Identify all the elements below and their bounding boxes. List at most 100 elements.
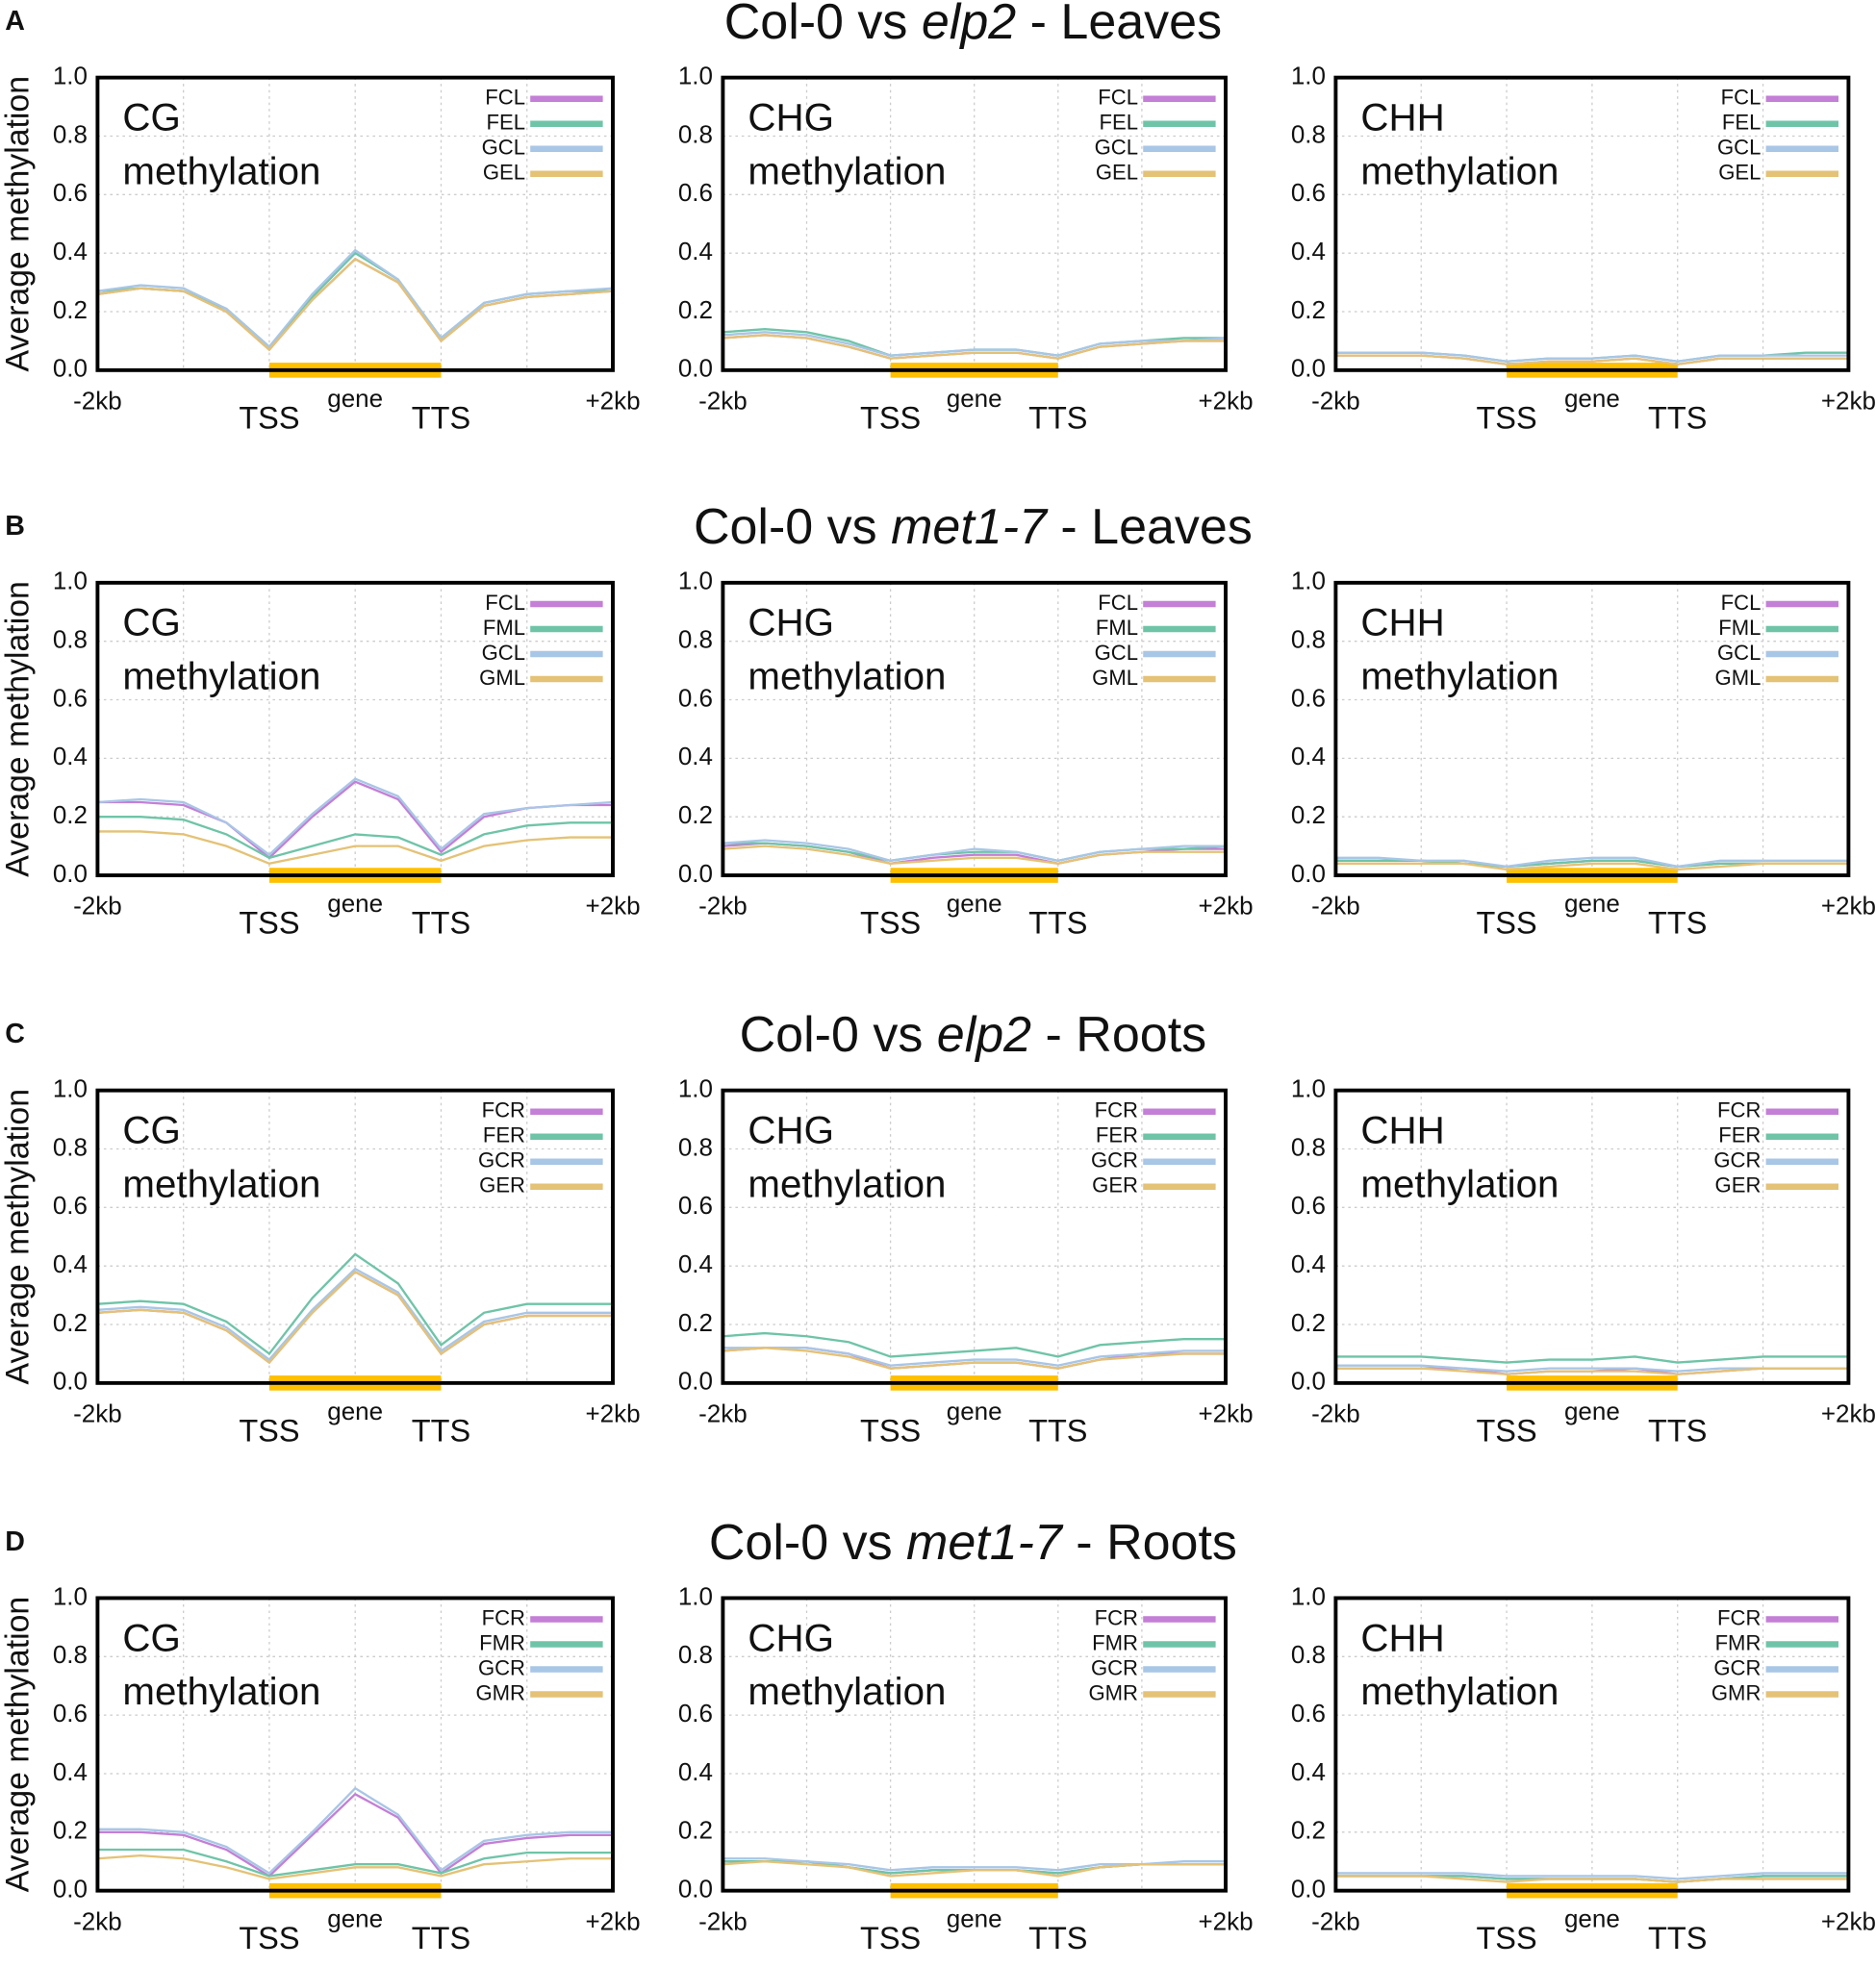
y-tick-label: 0.4 xyxy=(678,742,713,770)
x-tick-label: -2kb xyxy=(73,892,122,920)
panel-annotation: methylation xyxy=(1360,655,1559,698)
legend-label: FCL xyxy=(1098,591,1138,615)
x-tick-label: TTS xyxy=(1028,1413,1087,1448)
legend-label: FER xyxy=(1718,1123,1761,1147)
plot-frame xyxy=(1333,75,1851,372)
title-part: - Roots xyxy=(1031,1007,1206,1063)
title-part: Col-0 vs xyxy=(709,1515,906,1571)
plot-frame xyxy=(95,75,615,372)
series-line xyxy=(1335,1872,1849,1880)
y-tick-label: 0.8 xyxy=(678,625,713,654)
panel-label: A xyxy=(5,6,25,37)
legend-label: FML xyxy=(1718,616,1761,640)
series-line xyxy=(723,845,1226,866)
y-tick-label: 0.4 xyxy=(53,1249,88,1278)
series-line xyxy=(1335,351,1849,363)
x-tick-label: -2kb xyxy=(1311,1400,1360,1428)
y-axis-label: Average methylation xyxy=(0,1597,37,1893)
y-tick-label: 0.4 xyxy=(1291,742,1326,770)
title-part: - Leaves xyxy=(1016,0,1222,50)
panel-annotation: methylation xyxy=(1360,1670,1559,1713)
legend-label: GML xyxy=(1092,666,1138,690)
y-tick-label: 1.0 xyxy=(53,1074,88,1103)
y-tick-label: 0.2 xyxy=(1291,295,1326,324)
x-tick-label: gene xyxy=(947,889,1002,918)
series-line xyxy=(723,1347,1226,1367)
y-tick-label: 0.4 xyxy=(53,742,88,770)
x-tick-label: -2kb xyxy=(1311,387,1360,416)
x-tick-label: -2kb xyxy=(73,1906,122,1935)
x-tick-label: TSS xyxy=(860,1413,921,1448)
series-line xyxy=(723,331,1227,357)
y-tick-label: 0.6 xyxy=(678,683,713,712)
y-tick-label: 0.6 xyxy=(53,1191,88,1220)
y-tick-label: 0.4 xyxy=(1291,1249,1326,1278)
legend-label: GML xyxy=(1715,666,1762,690)
y-tick-label: 1.0 xyxy=(53,1581,88,1610)
series-line xyxy=(723,839,1226,863)
series-line xyxy=(97,1792,613,1878)
x-tick-label: TTS xyxy=(412,906,470,941)
legend-label: GMR xyxy=(475,1680,525,1704)
y-tick-label: 0.2 xyxy=(1291,1308,1326,1337)
title-part: Col-0 vs xyxy=(740,1007,937,1063)
y-tick-label: 1.0 xyxy=(1291,1581,1326,1610)
plot-frame xyxy=(721,1596,1228,1893)
series-line xyxy=(97,1252,613,1356)
x-tick-label: gene xyxy=(947,1904,1002,1933)
y-tick-label: 0.4 xyxy=(678,1249,713,1278)
legend-label: GCL xyxy=(1095,641,1138,665)
legend-label: FCL xyxy=(485,86,525,110)
series-line xyxy=(723,1347,1226,1370)
plot-frame xyxy=(721,75,1228,372)
x-tick-label: -2kb xyxy=(73,387,122,416)
y-tick-label: 0.0 xyxy=(53,859,88,888)
panel-annotation: CHH xyxy=(1360,95,1444,139)
panel-annotation: CHH xyxy=(1360,601,1444,644)
legend-label: GER xyxy=(1092,1173,1138,1198)
series-line xyxy=(723,1331,1226,1358)
legend-label: GCL xyxy=(482,136,525,160)
legend-label: FML xyxy=(483,616,525,640)
row-title: Col-0 vs met1-7 - Leaves xyxy=(694,499,1253,555)
panel-annotation: CG xyxy=(122,601,180,644)
y-tick-label: 0.8 xyxy=(1291,119,1326,148)
legend-label: FCL xyxy=(485,591,525,615)
y-tick-label: 1.0 xyxy=(53,62,88,90)
x-tick-label: +2kb xyxy=(1198,387,1253,416)
x-tick-label: TSS xyxy=(860,906,921,941)
y-axis-label: Average methylation xyxy=(0,581,37,877)
y-tick-label: 0.6 xyxy=(678,1191,713,1220)
plot-frame xyxy=(95,580,615,877)
x-tick-label: -2kb xyxy=(73,1400,122,1428)
panel-annotation: methylation xyxy=(122,1670,320,1713)
panel-annotation: CG xyxy=(122,1616,180,1659)
panel-annotation: methylation xyxy=(748,1162,946,1205)
x-tick-label: TSS xyxy=(1476,1413,1536,1448)
legend-label: GCL xyxy=(1717,641,1761,665)
y-tick-label: 0.8 xyxy=(53,1132,88,1161)
legend-label: GEL xyxy=(1718,161,1761,185)
series-line xyxy=(1335,354,1849,366)
y-tick-label: 0.0 xyxy=(53,1367,88,1396)
y-tick-label: 0.0 xyxy=(1291,859,1326,888)
y-tick-label: 0.4 xyxy=(678,1757,713,1786)
y-tick-label: 0.2 xyxy=(1291,1816,1326,1845)
panel-annotation: CHH xyxy=(1360,1108,1444,1151)
y-tick-label: 0.6 xyxy=(1291,1191,1326,1220)
y-tick-label: 0.2 xyxy=(53,1816,88,1845)
legend-label: FER xyxy=(483,1123,525,1147)
panel-annotation: methylation xyxy=(122,1162,320,1205)
x-tick-label: gene xyxy=(327,1397,383,1425)
x-tick-label: gene xyxy=(1564,1397,1620,1425)
x-tick-label: gene xyxy=(1564,384,1620,413)
row-title: Col-0 vs met1-7 - Roots xyxy=(709,1515,1237,1571)
panel-label: C xyxy=(5,1019,25,1049)
y-tick-label: 0.2 xyxy=(53,1308,88,1337)
panel-annotation: CHH xyxy=(1360,1616,1444,1659)
x-tick-label: -2kb xyxy=(698,387,748,416)
y-tick-label: 0.8 xyxy=(678,1640,713,1669)
plot-frame xyxy=(721,1088,1228,1385)
y-tick-label: 0.6 xyxy=(678,1699,713,1727)
x-tick-label: gene xyxy=(327,889,383,918)
